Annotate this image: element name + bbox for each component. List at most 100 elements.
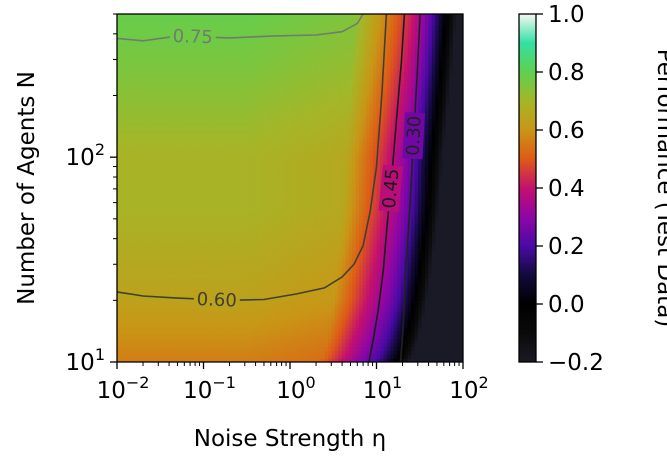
heatmap-cell (224, 269, 229, 274)
heatmap-cell (206, 207, 212, 212)
heatmap-cell (241, 284, 246, 290)
heatmap-cell (213, 203, 218, 208)
heatmap-cell (286, 114, 291, 119)
heatmap-cell (203, 157, 208, 162)
heatmap-cell (137, 203, 142, 208)
heatmap-cell (248, 21, 253, 27)
heatmap-cell (262, 149, 267, 154)
heatmap-cell (224, 191, 229, 197)
heatmap-cell (193, 145, 198, 150)
heatmap-cell (137, 242, 142, 247)
heatmap-cell (117, 149, 122, 154)
heatmap-cell (269, 215, 274, 220)
heatmap-cell (234, 52, 239, 58)
heatmap-cell (203, 21, 208, 27)
heatmap-cell (224, 249, 229, 255)
heatmap-cell (210, 130, 215, 135)
heatmap-cell (238, 280, 243, 286)
heatmap-cell (290, 257, 295, 263)
heatmap-cell (213, 315, 218, 321)
heatmap-cell (227, 87, 232, 92)
heatmap-cell (241, 296, 246, 301)
heatmap-cell (213, 122, 218, 127)
heatmap-cell (224, 199, 229, 205)
heatmap-cell (158, 288, 163, 293)
heatmap-cell (144, 137, 149, 143)
heatmap-cell (217, 91, 222, 96)
heatmap-cell (179, 64, 184, 69)
heatmap-cell (127, 273, 132, 278)
heatmap-cell (123, 234, 128, 239)
heatmap-cell (255, 145, 260, 150)
heatmap-cell (168, 141, 173, 147)
heatmap-cell (175, 265, 180, 270)
heatmap-cell (213, 114, 218, 119)
heatmap-cell (276, 37, 281, 42)
heatmap-cell (182, 184, 187, 189)
heatmap-cell (189, 203, 194, 208)
heatmap-cell (151, 126, 156, 131)
heatmap-cell (296, 172, 301, 177)
heatmap-cell (189, 300, 194, 305)
heatmap-cell (148, 269, 153, 274)
heatmap-cell (123, 354, 128, 359)
heatmap-cell (238, 238, 243, 243)
heatmap-cell (200, 176, 205, 181)
heatmap-cell (144, 14, 149, 19)
heatmap-cell (206, 87, 212, 92)
heatmap-cell (290, 118, 295, 123)
heatmap-cell (262, 25, 267, 31)
heatmap-cell (148, 87, 153, 92)
heatmap-cell (224, 141, 229, 147)
heatmap-cell (224, 145, 229, 150)
heatmap-cell (241, 246, 246, 251)
heatmap-cell (196, 249, 201, 255)
heatmap-cell (265, 338, 270, 344)
heatmap-cell (245, 319, 250, 324)
heatmap-cell (307, 242, 312, 247)
heatmap-cell (265, 99, 270, 104)
heatmap-cell (148, 230, 153, 235)
heatmap-cell (120, 311, 125, 317)
heatmap-cell (213, 153, 218, 158)
heatmap-cell (283, 199, 288, 205)
heatmap-cell (151, 238, 156, 243)
heatmap-cell (262, 350, 267, 355)
heatmap-cell (144, 60, 149, 65)
heatmap-cell (117, 331, 122, 336)
heatmap-cell (234, 276, 239, 282)
heatmap-cell (179, 261, 184, 266)
heatmap-cell (130, 327, 135, 332)
heatmap-cell (272, 323, 277, 328)
heatmap-cell (179, 176, 184, 181)
heatmap-cell (186, 265, 191, 270)
heatmap-cell (203, 95, 208, 100)
heatmap-cell (283, 284, 288, 290)
heatmap-cell (293, 203, 298, 208)
heatmap-cell (179, 83, 184, 89)
heatmap-cell (283, 338, 288, 344)
heatmap-cell (200, 172, 205, 177)
heatmap-cell (193, 242, 198, 247)
heatmap-cell (179, 114, 184, 119)
heatmap-cell (117, 99, 122, 104)
heatmap-cell (151, 44, 156, 50)
heatmap-cell (286, 199, 291, 205)
heatmap-cell (161, 118, 167, 123)
heatmap-cell (293, 48, 298, 54)
heatmap-cell (193, 122, 198, 127)
heatmap-cell (262, 261, 267, 266)
heatmap-cell (276, 215, 281, 220)
heatmap-cell (117, 191, 122, 197)
heatmap-cell (296, 230, 301, 235)
heatmap-cell (120, 253, 125, 259)
heatmap-cell (210, 110, 215, 116)
heatmap-cell (210, 48, 215, 54)
heatmap-cell (141, 37, 146, 42)
heatmap-cell (245, 249, 250, 255)
heatmap-cell (224, 56, 229, 61)
heatmap-cell (186, 346, 191, 351)
heatmap-cell (255, 29, 260, 34)
heatmap-cell (296, 334, 301, 340)
